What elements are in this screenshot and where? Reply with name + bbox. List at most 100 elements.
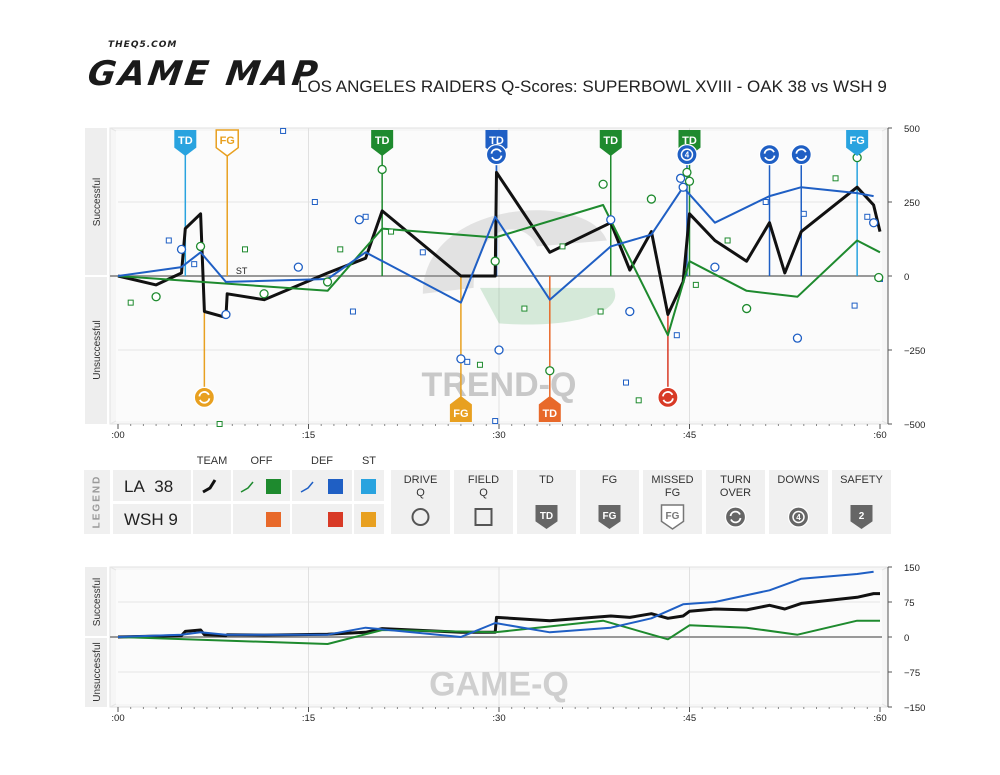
legend-icon-cell: FIELD Q <box>454 470 513 534</box>
legend-def-la-box <box>328 479 343 494</box>
field-q-marker <box>165 237 172 244</box>
turnover-icon <box>485 144 508 166</box>
watermark-text: GAME-Q <box>429 665 569 703</box>
field-q-marker <box>388 228 395 235</box>
td-badge-icon: TD <box>538 396 561 422</box>
legend-st-la-box <box>361 479 376 494</box>
drive-q-marker <box>682 167 692 178</box>
drive-q-marker <box>742 303 752 314</box>
legend-icon-cell: FG FG <box>580 470 639 534</box>
y-tick-label: 250 <box>904 198 920 209</box>
field-q-marker <box>311 199 318 205</box>
y-tick-label: −500 <box>904 420 925 431</box>
drive-q-marker <box>221 309 231 320</box>
field-q-marker <box>800 210 807 217</box>
drive-q-marker <box>494 345 504 355</box>
legend-header-def: DEF <box>311 455 333 467</box>
td-badge-icon: TD <box>371 130 394 156</box>
field-q-marker <box>464 358 471 365</box>
legend-icon-cell: TURN OVER <box>706 470 765 534</box>
series-line-team <box>117 170 882 319</box>
svg-text:TD: TD <box>489 135 504 147</box>
field-q-marker <box>597 308 604 315</box>
safety-badge-icon: 2 <box>850 505 873 529</box>
drive-q-marker <box>490 256 500 266</box>
legend-icon-sublabel: FG <box>664 487 681 499</box>
svg-text:FG: FG <box>220 135 235 147</box>
trend-q-chart: Successful Unsuccessful 500 250 0 −250 −500:00… <box>85 124 925 441</box>
field-q-marker <box>476 361 483 368</box>
drive-q-marker <box>259 289 269 299</box>
drive-q-marker <box>545 366 555 376</box>
legend-header-st: ST <box>361 455 377 467</box>
legend-header-team: TEAM <box>196 455 228 467</box>
legend-off-line <box>240 481 254 493</box>
x-tick-label: :00 <box>111 713 124 724</box>
legend-icon-cell: SAFETY 2 <box>832 470 891 534</box>
series-line-off <box>117 619 880 645</box>
legend-icon-label: TURN <box>720 474 751 486</box>
legend-icon-sublabel: Q <box>416 487 425 499</box>
downs-icon: 4 <box>787 506 810 528</box>
legend-st-wsh-box <box>361 512 376 527</box>
x-tick-label: :60 <box>873 430 886 441</box>
legend-off-wsh-box <box>266 512 281 527</box>
drive-q-marker <box>869 218 879 228</box>
svg-text:4: 4 <box>685 151 690 160</box>
fg-badge-icon: FG <box>598 505 621 529</box>
svg-text:FG: FG <box>453 408 468 420</box>
drive-q-marker <box>322 277 333 287</box>
field-q-marker <box>242 246 248 253</box>
drive-q-marker <box>646 194 657 204</box>
legend-icon-label: MISSED <box>651 474 694 486</box>
drive-q-marker <box>377 164 387 175</box>
turnover-icon <box>724 506 747 528</box>
field-q-marker <box>762 199 769 205</box>
field-square-icon <box>474 508 493 526</box>
turnover-icon <box>657 386 679 408</box>
drive-q-marker <box>792 333 803 343</box>
field-q-marker <box>851 302 858 309</box>
field-q-marker <box>724 237 731 244</box>
field-q-marker <box>559 243 566 250</box>
ylabel-successful: Successful <box>92 578 103 626</box>
drive-q-marker <box>606 215 616 225</box>
legend-icon-label: FG <box>601 474 618 486</box>
legend-icon-cell: DRIVE Q <box>391 470 450 534</box>
ylabel-unsuccessful: Unsuccessful <box>92 320 103 379</box>
field-q-marker <box>127 299 134 306</box>
drive-q-marker <box>684 176 695 186</box>
legend-icon-label: TD <box>539 474 554 486</box>
legend-team-line <box>202 479 217 494</box>
legend-icon-label: FIELD <box>467 474 500 486</box>
series-line-off <box>117 204 881 337</box>
field-q-marker <box>492 418 499 425</box>
turnover-icon <box>758 144 781 166</box>
legend-icon-label: DRIVE <box>403 474 438 486</box>
watermark-logo <box>422 210 616 325</box>
svg-text:TD: TD <box>375 135 390 147</box>
legend-icon-label: SAFETY <box>840 474 883 486</box>
x-tick-label: :15 <box>302 713 315 724</box>
svg-text:TD: TD <box>682 135 697 147</box>
series-line-def <box>117 570 874 638</box>
svg-text:FG: FG <box>603 511 617 522</box>
legend-icon-cell: DOWNS 4 <box>769 470 828 534</box>
drive-q-marker <box>456 354 466 364</box>
legend-off-la-box <box>266 479 281 494</box>
chart-title: LOS ANGELES RAIDERS Q-Scores: SUPERBOWL … <box>298 77 887 96</box>
legend-swatches <box>202 479 376 527</box>
field-q-marker <box>280 127 287 134</box>
field-q-marker <box>216 421 223 427</box>
field-q-marker <box>864 213 871 220</box>
drive-q-marker <box>354 215 364 225</box>
svg-text:2: 2 <box>859 511 865 522</box>
drive-q-marker <box>598 179 608 189</box>
y-tick-label: 500 <box>904 124 920 135</box>
y-tick-label: 0 <box>904 272 909 283</box>
legend-icon-cell: MISSED FG FG <box>643 470 702 534</box>
drive-q-marker <box>710 262 720 272</box>
field-q-marker <box>623 379 629 386</box>
legend-side: LEGEND <box>84 470 110 534</box>
field-q-marker <box>419 249 426 256</box>
